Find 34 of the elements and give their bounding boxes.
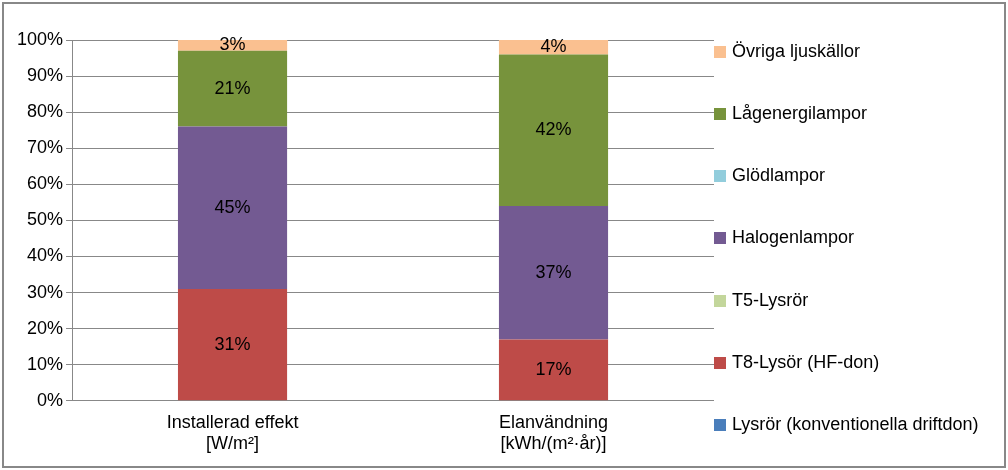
bar: [177, 126, 288, 289]
x-tick-label: Elanvändning [kWh/(m²·år)]: [498, 411, 609, 454]
bar: [498, 205, 609, 340]
data-label: 3%: [219, 34, 246, 55]
y-tick-label: 30%: [27, 281, 64, 302]
y-tick-label: 80%: [27, 101, 64, 122]
legend-label: Övriga ljuskällor: [732, 40, 861, 62]
legend-label: Lågenergilampor: [732, 102, 868, 124]
y-tick-label: 20%: [27, 317, 64, 338]
legend-label: T5-Lysrör: [732, 289, 809, 311]
legend-label: T8-Lysör (HF-don): [732, 352, 880, 374]
data-label: 4%: [540, 36, 567, 57]
data-label: 17%: [535, 358, 572, 379]
legend-label: Halogenlampor: [732, 227, 855, 249]
data-label: 45%: [214, 196, 251, 217]
legend-label: Glödlampor: [732, 165, 826, 187]
legend-label: Lysrör (konventionella driftdon): [732, 414, 979, 436]
bar: [498, 339, 609, 401]
bar: [177, 288, 288, 401]
data-label: 42%: [535, 119, 572, 140]
x-tick-label: Installerad effekt [W/m²]: [166, 411, 299, 454]
y-tick-label: 40%: [27, 245, 64, 266]
y-tick-label: 60%: [27, 173, 64, 194]
bar: [177, 50, 288, 127]
y-tick-label: 90%: [27, 65, 64, 86]
data-label: 31%: [214, 333, 251, 354]
y-tick-label: 0%: [37, 389, 64, 410]
y-tick-label: 100%: [16, 28, 64, 49]
bar: [498, 54, 609, 206]
y-tick-label: 70%: [27, 137, 64, 158]
y-tick-label: 10%: [27, 353, 64, 374]
data-label: 21%: [214, 77, 251, 98]
y-tick-label: 50%: [27, 209, 64, 230]
data-label: 37%: [535, 261, 572, 282]
